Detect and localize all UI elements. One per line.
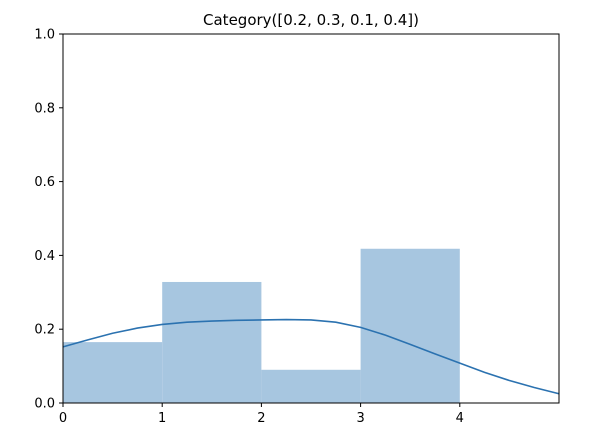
x-tick-label: 0 bbox=[59, 411, 67, 426]
bars-layer bbox=[63, 248, 460, 403]
histogram-bar-2 bbox=[261, 369, 361, 403]
y-axis-ticks: 0.0 0.2 0.4 0.6 0.8 1.0 bbox=[34, 28, 63, 412]
histogram-bar-0 bbox=[63, 342, 163, 403]
x-tick-label: 4 bbox=[456, 411, 464, 426]
histogram-bar-3 bbox=[360, 248, 460, 403]
kde-line-layer bbox=[62, 318, 560, 395]
y-tick-label: 1.0 bbox=[34, 28, 55, 43]
axes-frame bbox=[62, 33, 560, 404]
y-tick-label: 0.8 bbox=[34, 101, 55, 116]
x-tick-label: 3 bbox=[356, 411, 364, 426]
y-tick-label: 0.4 bbox=[34, 249, 55, 264]
x-tick-label: 1 bbox=[158, 411, 166, 426]
y-tick-label: 0.0 bbox=[34, 397, 55, 412]
y-tick-label: 0.2 bbox=[34, 323, 55, 338]
axes-border bbox=[62, 33, 560, 404]
y-tick-label: 0.6 bbox=[34, 175, 55, 190]
chart-title: Category([0.2, 0.3, 0.1, 0.4]) bbox=[203, 11, 419, 29]
x-axis-ticks: 0 1 2 3 4 bbox=[59, 403, 464, 426]
histogram-bar-1 bbox=[162, 281, 262, 403]
kde-line bbox=[62, 318, 560, 395]
x-tick-label: 2 bbox=[257, 411, 265, 426]
